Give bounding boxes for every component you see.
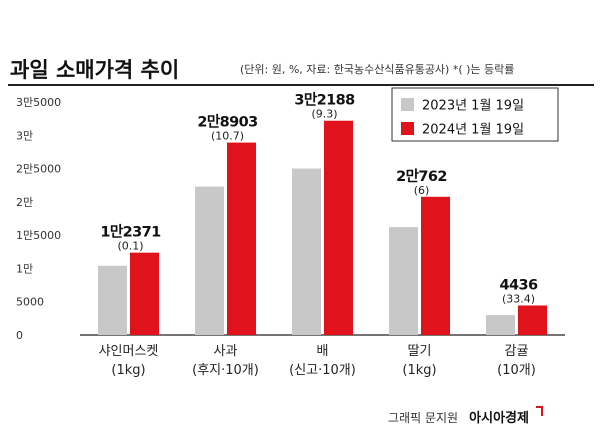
value-label: 4436 bbox=[500, 277, 538, 293]
x-tick-label: 샤인머스켓 bbox=[99, 344, 159, 359]
x-tick-label: (후지·10개) bbox=[192, 363, 259, 378]
value-label: 2만762 bbox=[396, 168, 447, 185]
value-label: 3만2188 bbox=[294, 92, 355, 109]
y-tick-label: 2만5000 bbox=[16, 163, 61, 176]
bar-chart: 0 5000 1만 1만5000 2만 2만5000 3만 3만5000 1만2371(0.1)… bbox=[16, 87, 565, 378]
change-label: (9.3) bbox=[311, 108, 337, 121]
x-tick-label: 배 bbox=[317, 344, 329, 359]
y-tick-label: 1만 bbox=[16, 262, 33, 275]
title-divider bbox=[8, 84, 594, 86]
bar-2024 bbox=[421, 196, 450, 335]
value-label: 2만8903 bbox=[197, 114, 257, 131]
y-tick-label: 1만5000 bbox=[16, 229, 61, 242]
chart-subtitle: (단위: 원, %, 자료: 한국농수산식품유통공사) *( )는 등락률 bbox=[240, 63, 515, 76]
bar-2024 bbox=[324, 120, 353, 336]
credit-line: 그래픽 문지원 아시아경제 bbox=[388, 406, 544, 426]
legend-label: 2024년 1월 19일 bbox=[422, 123, 524, 138]
bar-2023 bbox=[195, 186, 224, 335]
bar-2024 bbox=[518, 305, 547, 335]
x-tick-label: (1kg) bbox=[402, 363, 436, 378]
legend-box bbox=[391, 87, 559, 142]
x-tick-label: (10개) bbox=[497, 363, 536, 378]
y-tick-label: 5000 bbox=[16, 296, 44, 309]
brand-logo: 아시아경제 bbox=[469, 411, 529, 426]
change-label: (6) bbox=[414, 184, 430, 197]
legend-label: 2023년 1월 19일 bbox=[422, 99, 524, 114]
change-label: (33.4) bbox=[502, 292, 535, 305]
bar-2023 bbox=[98, 265, 127, 335]
chart-title: 과일 소매가격 추이 bbox=[10, 58, 180, 82]
y-tick-label: 3만 bbox=[16, 129, 33, 142]
y-tick-label: 3만5000 bbox=[16, 96, 61, 109]
brand-mark-icon bbox=[536, 406, 544, 416]
bar-2023 bbox=[292, 168, 321, 335]
value-label: 1만2371 bbox=[100, 224, 161, 241]
x-tick-label: (1kg) bbox=[111, 363, 145, 378]
legend-swatch bbox=[401, 98, 414, 111]
legend-swatch bbox=[401, 122, 414, 135]
y-tick-label: 2만 bbox=[16, 196, 33, 209]
bar-2023 bbox=[486, 315, 515, 335]
x-tick-label: (신고·10개) bbox=[289, 363, 356, 378]
x-tick-label: 감귤 bbox=[505, 344, 529, 359]
y-tick-label: 0 bbox=[16, 329, 23, 342]
graphic-credit: 그래픽 문지원 bbox=[388, 411, 459, 425]
x-tick-label: 딸기 bbox=[408, 344, 432, 359]
change-label: (0.1) bbox=[117, 240, 143, 253]
bar-2024 bbox=[130, 252, 159, 335]
x-tick-label: 사과 bbox=[214, 344, 238, 359]
bar-2023 bbox=[389, 227, 418, 335]
bar-2024 bbox=[227, 142, 256, 335]
change-label: (10.7) bbox=[211, 130, 244, 143]
